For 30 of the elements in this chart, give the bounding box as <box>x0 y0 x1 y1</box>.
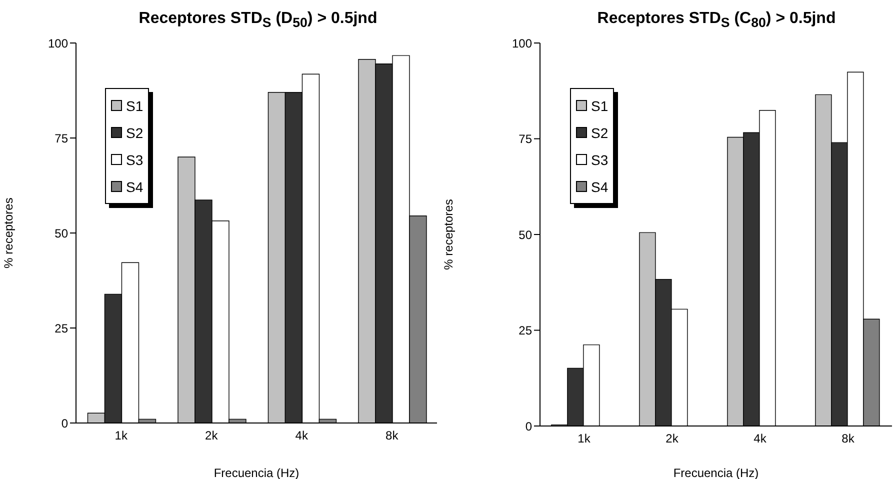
legend-label: S4 <box>126 178 144 194</box>
x-tick-label: 2k <box>666 432 680 446</box>
x-tick-label: 8k <box>386 428 400 443</box>
chart-title: Receptores STD$_{S}$ (C$_{80}$) > 0.5jnd <box>596 10 837 30</box>
legend-label: S3 <box>591 152 608 168</box>
legend-label: S1 <box>591 98 608 114</box>
legend-label: S4 <box>591 178 608 194</box>
x-tick-label: 2k <box>205 428 219 443</box>
y-tick-label: 50 <box>518 228 532 242</box>
y-tick-label: 25 <box>54 321 68 336</box>
x-tick-label: 8k <box>842 432 856 446</box>
y-tick-label: 100 <box>48 36 68 50</box>
chart-title: Receptores STD$_{S}$ (D$_{50}$) > 0.5jnd <box>138 10 378 30</box>
x-tick-label: 1k <box>114 428 128 443</box>
y-tick-label: 50 <box>54 226 68 240</box>
y-tick-label: 25 <box>518 324 532 338</box>
legend-label: S2 <box>591 124 608 140</box>
x-tick-label: 1k <box>578 432 592 446</box>
x-tick-label: 4k <box>295 428 309 443</box>
legend-label: S3 <box>126 152 144 168</box>
legend-label: S2 <box>126 124 144 140</box>
y-tick-label: 0 <box>61 416 68 430</box>
y-axis-title: % receptores <box>1 198 16 268</box>
y-tick-label: 75 <box>518 132 532 146</box>
legend-label: S1 <box>126 98 144 114</box>
x-tick-label: 4k <box>754 432 768 446</box>
y-axis-title: % receptores <box>441 199 456 270</box>
y-tick-label: 0 <box>525 419 532 434</box>
y-tick-label: 75 <box>54 131 68 146</box>
y-tick-label: 100 <box>512 36 532 50</box>
